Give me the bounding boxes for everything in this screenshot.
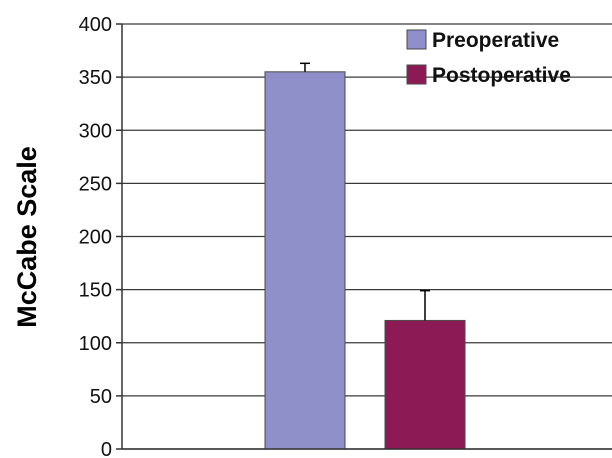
y-axis-label: McCabe Scale (12, 146, 42, 328)
y-tick-label: 50 (90, 386, 112, 408)
y-tick-label: 250 (79, 173, 112, 195)
bar-postoperative (384, 319, 466, 450)
y-axis-ticks: 0 50 100 150 200 250 300 350 400 (79, 14, 122, 458)
y-tick-label: 400 (79, 14, 112, 36)
legend-label-preoperative: Preoperative (432, 29, 559, 52)
y-tick-label: 200 (79, 227, 112, 249)
bars (264, 71, 466, 450)
y-tick-label: 350 (79, 67, 112, 89)
legend-label-postoperative: Postoperative (432, 64, 571, 87)
y-tick-label: 150 (79, 280, 112, 302)
error-bars (300, 62, 430, 321)
bar-preoperative (264, 71, 346, 450)
y-tick-label: 0 (101, 439, 112, 458)
legend-swatch-postoperative (406, 64, 427, 85)
y-tick-label: 300 (79, 120, 112, 142)
legend-swatch-preoperative (406, 29, 427, 50)
legend: Preoperative Postoperative (406, 29, 571, 87)
gridlines (122, 23, 612, 450)
y-tick-label: 100 (79, 333, 112, 355)
